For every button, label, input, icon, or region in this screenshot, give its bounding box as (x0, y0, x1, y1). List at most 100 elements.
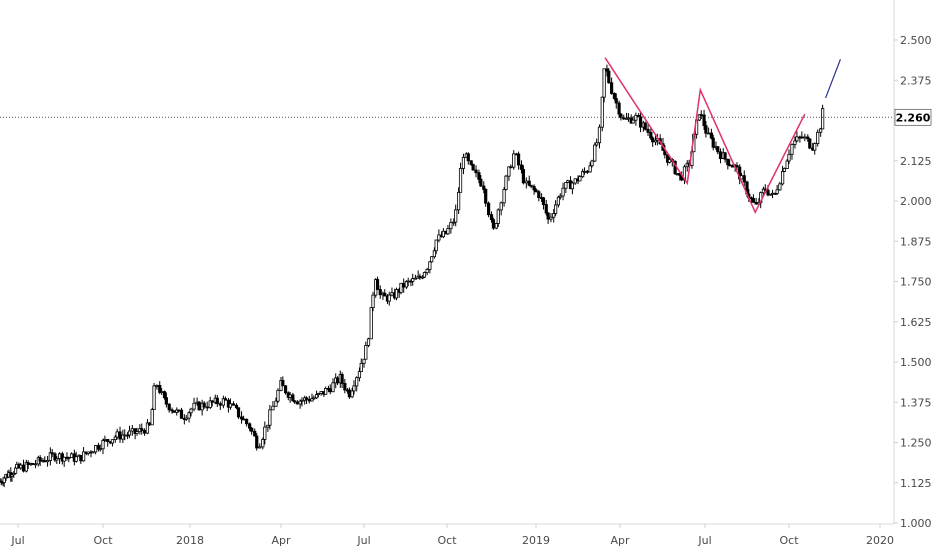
candle-body (135, 431, 139, 434)
x-tick-label: Jul (697, 534, 711, 547)
candle-body (387, 294, 391, 302)
candle-body (50, 452, 54, 455)
candle-body (150, 409, 154, 426)
candle-body (263, 426, 267, 440)
x-tick-label: 2019 (522, 534, 550, 547)
candle-body (622, 117, 626, 120)
candle-body (98, 448, 102, 451)
candle-body (790, 144, 794, 155)
candle-body (155, 384, 159, 387)
harmonic-pattern-layer (604, 57, 806, 215)
candle-body (310, 398, 314, 402)
candle-body (595, 142, 599, 146)
candle-body (578, 176, 582, 182)
current-price-label-text: 2.260 (896, 111, 931, 124)
candle-body (524, 180, 528, 184)
candle-body (507, 166, 511, 177)
candle-body (125, 434, 130, 437)
candle-body (343, 383, 347, 391)
candle-body (489, 214, 494, 221)
candle-body (782, 168, 787, 172)
candle-body (335, 377, 340, 384)
candle-body (422, 272, 427, 278)
projection-layer (825, 59, 841, 99)
candle-body (91, 451, 95, 454)
candle-body (638, 116, 643, 128)
candle-body (43, 460, 47, 463)
candle-body (38, 457, 42, 462)
projection-line[interactable] (825, 59, 841, 99)
candle-body (751, 198, 755, 203)
candle-body (274, 400, 278, 407)
current-price-label-box (894, 108, 932, 126)
candle-body (452, 221, 456, 224)
candle-body (184, 417, 188, 420)
candle-body (546, 212, 550, 220)
candle-body (53, 453, 57, 461)
candle-body (502, 189, 506, 204)
candle-body (127, 430, 132, 436)
candles-layer (0, 64, 825, 488)
candle-body (347, 389, 352, 398)
x-tick-label: 2020 (866, 534, 894, 547)
candle-body (735, 165, 739, 168)
candle-body (96, 445, 100, 450)
x-tick-label: Jul (10, 534, 24, 547)
candle-body (486, 202, 491, 216)
candle-body (300, 399, 304, 402)
candle-body (607, 70, 611, 84)
candle-body (253, 430, 257, 437)
candle-body (477, 172, 481, 180)
candle-body (0, 480, 3, 483)
candle-body (425, 269, 429, 273)
candle-body (718, 151, 723, 159)
candle-body (62, 456, 66, 462)
candle-body (709, 132, 713, 139)
pattern-line[interactable] (604, 57, 806, 215)
candle-body (133, 428, 137, 434)
candle-body (593, 144, 597, 162)
candle-body (634, 115, 638, 121)
candle-body (94, 445, 98, 453)
candle-body (268, 409, 272, 426)
candle-body (716, 146, 720, 153)
candle-body (276, 389, 280, 402)
candle-body (236, 407, 241, 418)
candle-body (172, 410, 176, 413)
candle-body (304, 397, 309, 400)
candle-body (558, 195, 562, 198)
candle-body (781, 171, 785, 185)
candle-body (10, 474, 14, 477)
candle-body (223, 398, 227, 401)
candle-body (707, 132, 711, 135)
candle-body (778, 183, 782, 191)
candle-body (307, 399, 311, 402)
candle-body (816, 131, 820, 144)
candle-body (383, 292, 387, 297)
candle-body (675, 172, 679, 175)
candle-body (357, 371, 362, 379)
candle-body (187, 412, 191, 419)
candle-body (605, 68, 609, 72)
candle-body (561, 187, 565, 197)
candle-body (754, 201, 758, 205)
candle-body (819, 128, 823, 133)
candle-body (585, 170, 589, 173)
candle-body (228, 403, 233, 408)
candle-body (248, 423, 252, 429)
time-axis[interactable]: Jul Oct 2018 Apr Jul Oct 2019 Apr Jul Oct 2020 (10, 524, 894, 547)
candle-body (312, 397, 316, 400)
candle-body (521, 169, 526, 184)
candle-body (177, 409, 181, 412)
candle-body (81, 451, 86, 462)
candle-body (67, 457, 71, 459)
candle-body (261, 438, 265, 448)
candle-body (541, 197, 546, 205)
candle-body (160, 391, 164, 393)
candle-body (469, 160, 473, 165)
candle-body (570, 182, 575, 190)
x-tick-label: 2018 (176, 534, 204, 547)
candle-body (288, 394, 292, 398)
